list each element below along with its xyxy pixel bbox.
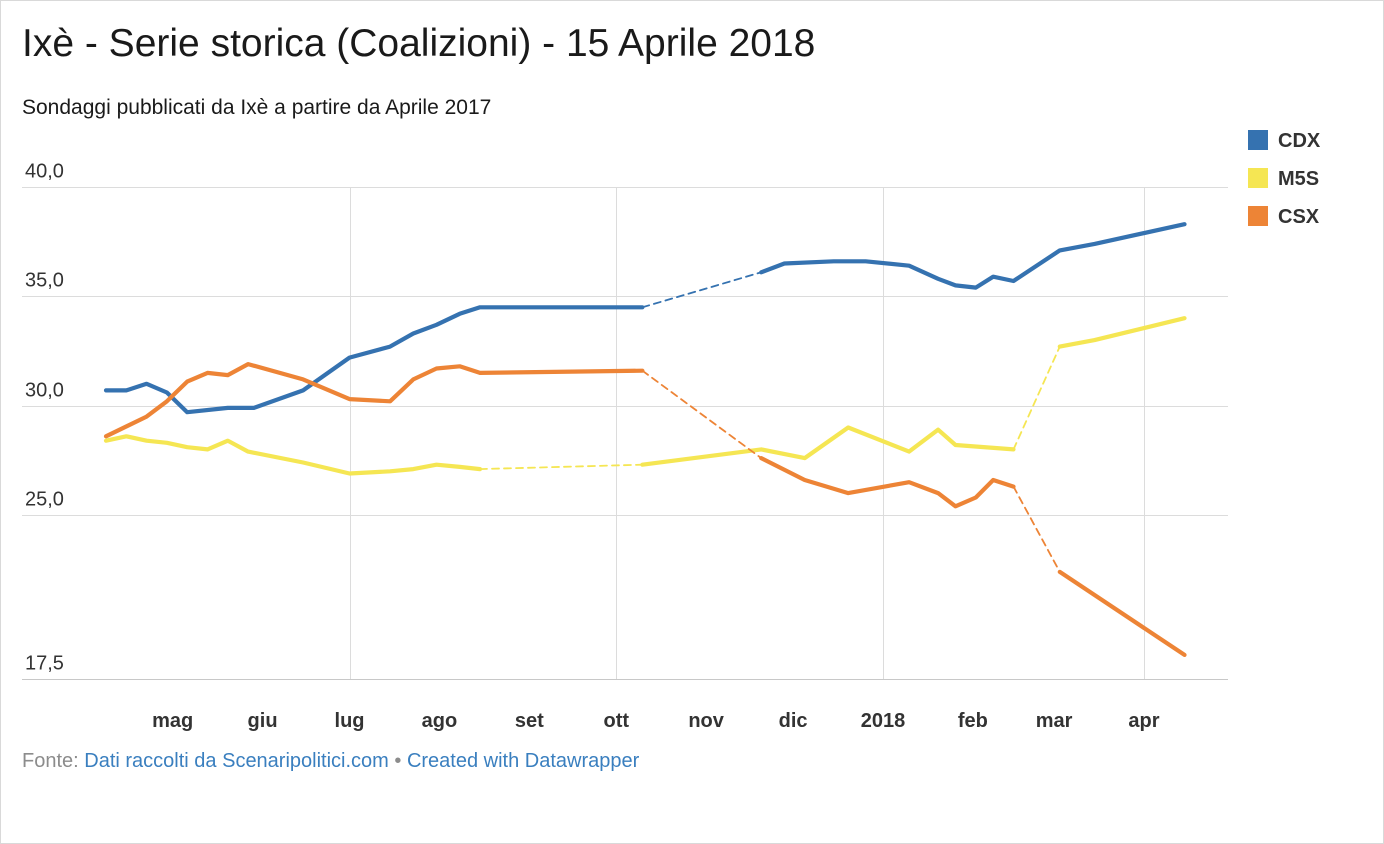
legend-label-cdx: CDX bbox=[1278, 130, 1321, 152]
legend-label-m5s: M5S bbox=[1278, 168, 1319, 190]
series-line-m5s bbox=[103, 434, 483, 476]
series-line-cdx bbox=[103, 305, 645, 415]
legend-swatch-csx bbox=[1248, 206, 1268, 226]
x-tick-label: mar bbox=[1036, 710, 1073, 732]
series-line-csx-dashed bbox=[1012, 485, 1061, 573]
x-tick-label: ott bbox=[603, 710, 629, 732]
y-tick-label: 30,0 bbox=[25, 380, 64, 402]
series-line-cdx-dashed bbox=[641, 271, 763, 309]
series-line-m5s-dashed bbox=[479, 463, 644, 470]
legend-swatch-m5s bbox=[1248, 168, 1268, 188]
series-line-cdx bbox=[759, 222, 1187, 290]
series-line-csx bbox=[1057, 569, 1187, 657]
source-link[interactable]: Dati raccolti da Scenaripolitici.com bbox=[84, 750, 389, 772]
x-tick-label: set bbox=[515, 710, 544, 732]
series-line-csx bbox=[759, 456, 1016, 509]
datawrapper-link[interactable]: Created with Datawrapper bbox=[406, 750, 640, 772]
y-tick-label: 25,0 bbox=[25, 489, 64, 511]
y-tick-label: 17,5 bbox=[25, 653, 64, 675]
x-tick-label: giu bbox=[248, 710, 278, 732]
legend: CDX M5S CSX bbox=[1248, 130, 1321, 228]
x-tick-label: apr bbox=[1128, 710, 1159, 732]
x-tick-label: feb bbox=[958, 710, 988, 732]
x-tick-label: 2018 bbox=[861, 710, 906, 732]
series-line-m5s bbox=[640, 425, 1016, 467]
series-line-m5s-dashed bbox=[1012, 345, 1061, 451]
x-tick-label: dic bbox=[779, 710, 808, 732]
series-lines bbox=[103, 222, 1187, 657]
chart-footer: Fonte: Dati raccolti da Scenaripolitici.… bbox=[22, 750, 639, 773]
series-line-csx bbox=[103, 362, 645, 439]
x-tick-label: nov bbox=[688, 710, 724, 732]
x-axis-ticks: mag giu lug ago set ott nov dic 2018 feb mar apr bbox=[152, 710, 1160, 732]
chart-subtitle: Sondaggi pubblicati da Ixè a partire da … bbox=[22, 96, 492, 119]
y-tick-label: 40,0 bbox=[25, 161, 64, 183]
footer-separator: • bbox=[388, 750, 407, 772]
series-line-m5s bbox=[1057, 316, 1187, 349]
x-tick-label: mag bbox=[152, 710, 193, 732]
legend-swatch-cdx bbox=[1248, 130, 1268, 150]
footer-prefix: Fonte: bbox=[22, 750, 85, 772]
x-tick-label: ago bbox=[422, 710, 458, 732]
x-tick-label: lug bbox=[335, 710, 365, 732]
y-tick-label: 35,0 bbox=[25, 270, 64, 292]
y-axis-ticks: 40,0 35,0 30,0 25,0 17,5 bbox=[25, 161, 64, 675]
chart-title: Ixè - Serie storica (Coalizioni) - 15 Ap… bbox=[22, 22, 816, 65]
legend-label-csx: CSX bbox=[1278, 206, 1320, 228]
series-line-csx-dashed bbox=[641, 369, 763, 459]
